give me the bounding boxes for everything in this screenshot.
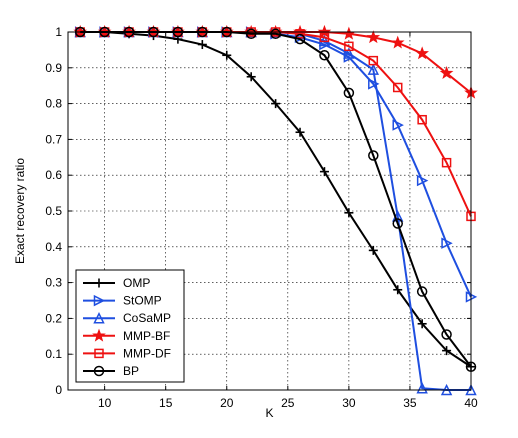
data-point [271,99,281,109]
y-tick-label: 0.8 [45,97,62,111]
data-point [368,78,380,90]
data-point [367,63,380,75]
data-point [343,87,355,99]
legend-label: MMP-DF [123,346,171,360]
data-point [270,28,281,40]
data-point [416,382,428,394]
data-point [439,66,454,79]
data-point [416,174,429,187]
legend-box [75,269,185,383]
data-point [344,41,354,52]
y-tick-labels: 0 0.1 0.2 0.3 0.4 0.5 0.6 0.7 0.8 0.9 1 [45,25,62,397]
y-tick-label: 0.9 [45,61,62,75]
legend-label: CoSaMP [123,311,171,325]
x-tick-label: 30 [342,396,356,410]
data-point [366,30,381,44]
data-point [392,218,403,229]
data-point [294,33,306,45]
data-point [441,329,452,340]
legend: OMP StOMP CoSaMP MMP-BF MMP-DF BP [75,269,185,383]
y-tick-label: 0.5 [45,204,62,218]
data-point [442,346,452,356]
data-point [93,365,105,377]
data-point [416,286,428,297]
data-point [390,35,405,49]
y-tick-label: 0 [55,383,62,397]
y-tick-label: 1 [55,25,62,39]
y-tick-label: 0.6 [45,168,62,182]
data-point [246,72,256,82]
data-point [368,245,378,255]
y-axis-label: Exact recovery ratio [13,158,27,264]
legend-label: MMP-BF [123,329,170,343]
legend-label: StOMP [123,294,162,308]
legend-entry: OMP [83,276,150,290]
data-point [393,285,403,295]
y-tick-label: 0.3 [45,276,62,290]
x-tick-label: 40 [464,396,478,410]
x-tick-label: 15 [159,396,173,410]
legend-label: OMP [123,276,150,290]
data-point [368,55,379,66]
y-tick-label: 0.2 [45,311,62,325]
x-tick-labels: 10 15 20 25 30 35 40 [98,396,478,410]
legend-entry: CoSaMP [83,311,171,325]
legend-entry: MMP-DF [83,346,171,360]
data-point [93,312,105,324]
data-point [197,40,207,50]
data-point [92,328,106,342]
x-tick-label: 25 [281,396,295,410]
data-point [415,46,429,60]
x-tick-label: 20 [220,396,234,410]
plot-frame [67,31,472,391]
data-point [319,32,330,43]
data-point [94,278,104,288]
data-point [295,29,305,39]
data-point [417,114,427,125]
data-point [392,119,404,131]
data-point [319,50,330,61]
y-tick-label: 0.4 [45,240,62,254]
x-tick-label: 10 [98,396,112,410]
legend-entry: MMP-BF [83,328,170,343]
legend-entry: StOMP [83,294,162,308]
data-point [392,82,403,93]
y-tick-label: 0.7 [45,132,62,146]
data-point [93,294,106,307]
x-axis-label: K [265,406,273,420]
data-point [94,348,104,359]
data-point [417,319,427,329]
data-point [441,157,452,168]
data-point [368,150,379,161]
data-point [319,167,329,177]
x-tick-label: 35 [403,396,417,410]
data-point [295,127,305,137]
data-point [343,47,355,59]
y-tick-label: 0.1 [45,347,62,361]
data-point [317,24,332,38]
data-point [441,237,453,249]
data-point [222,50,232,60]
legend-entry: BP [83,364,139,378]
data-point [245,28,257,40]
data-point [344,208,354,218]
legend-label: BP [123,364,139,378]
